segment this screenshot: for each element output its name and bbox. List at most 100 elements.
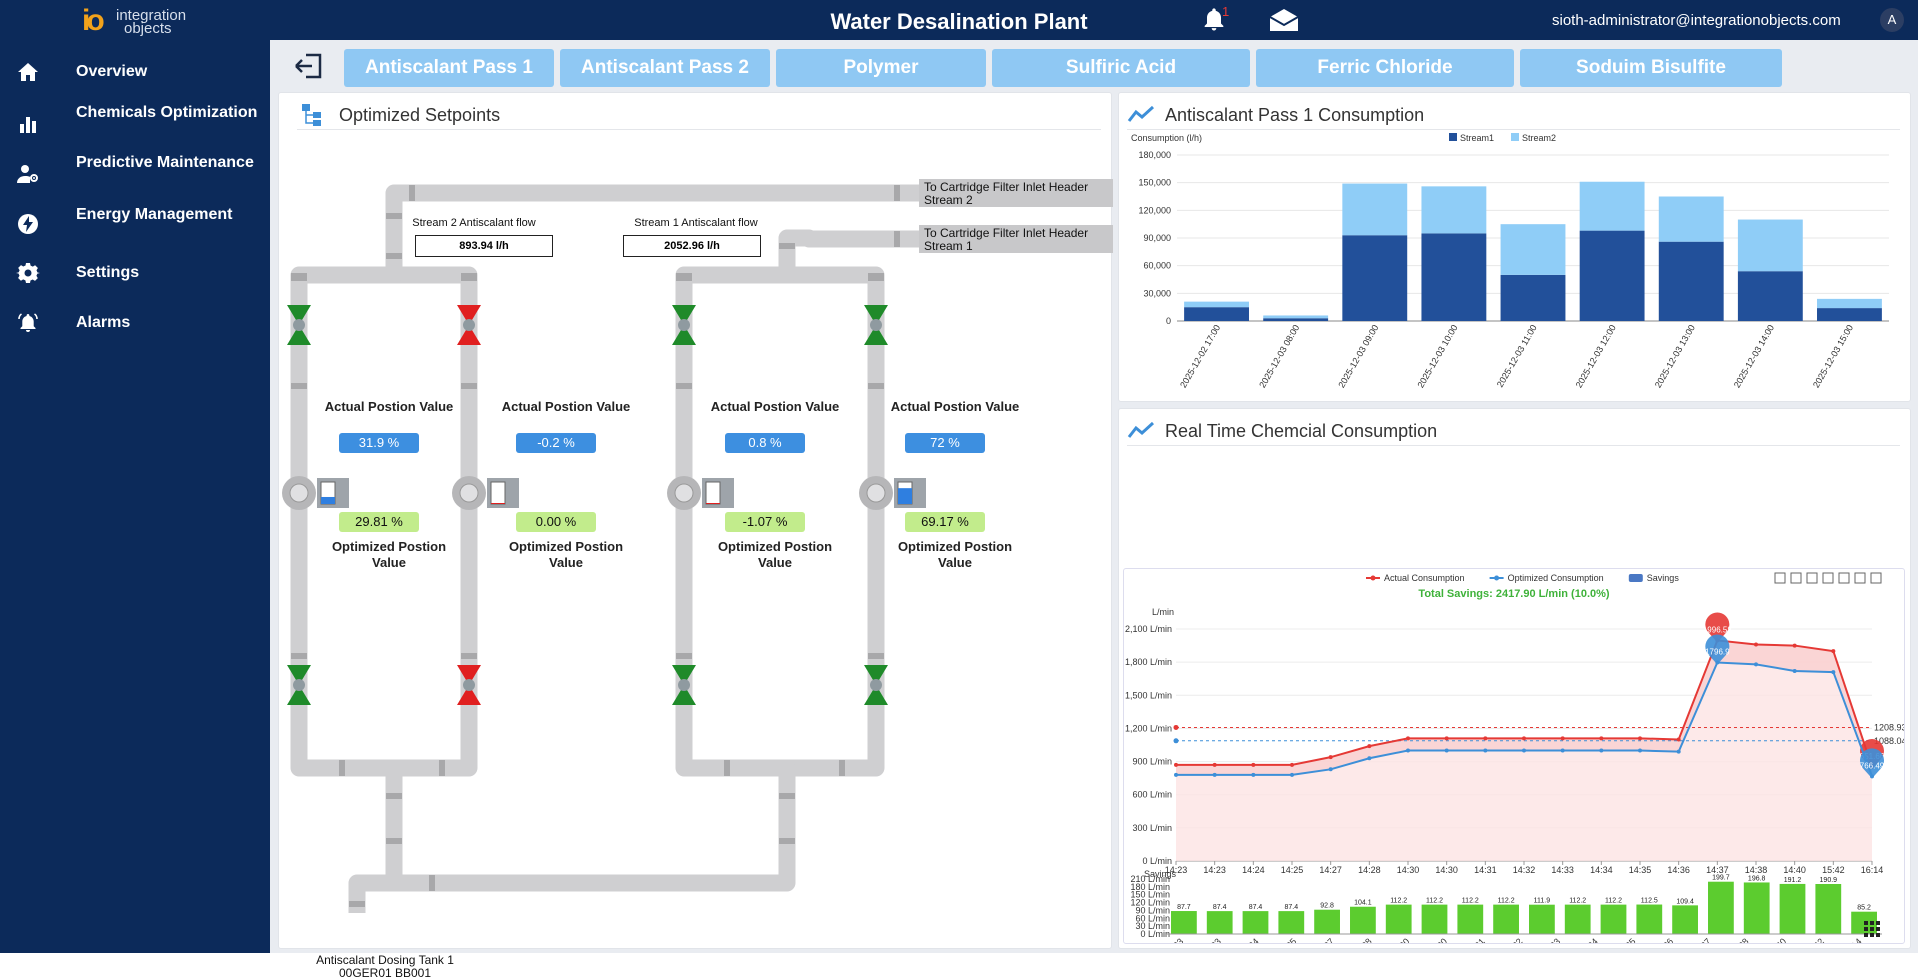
y-tick-label: 0 L/min <box>1142 856 1172 866</box>
savings-y-tick-label: 120 L/min <box>1130 898 1170 908</box>
integration-objects-logo[interactable]: io integration objects <box>78 6 198 37</box>
mail-icon[interactable] <box>1268 7 1300 33</box>
valve-stem <box>463 679 475 691</box>
savings-bar-label: 112.2 <box>1498 898 1515 905</box>
extreme-pin <box>1705 612 1730 643</box>
savings-bar <box>1708 881 1734 934</box>
valve-4-actual-position: 72 % <box>905 433 985 453</box>
bar-stream2 <box>1579 181 1645 231</box>
stream-1-flow-label: Stream 1 Antiscalant flow <box>634 217 758 229</box>
valve-stem <box>293 679 305 691</box>
sidebar-item-chemicals-optimization[interactable]: Chemicals Optimization <box>0 100 270 146</box>
notification-count: 1 <box>1222 4 1230 19</box>
savings-x-tick-label: 14:30 <box>1388 936 1411 943</box>
series-point <box>1522 736 1526 741</box>
savings-bar-label: 112.2 <box>1390 898 1407 905</box>
series-point <box>1367 756 1372 761</box>
savings-bar-label: 190.9 <box>1820 877 1838 884</box>
valve-body <box>457 325 481 345</box>
tab-polymer[interactable]: Polymer <box>776 49 986 87</box>
level-gauge-fill <box>491 503 505 504</box>
valve-body <box>457 685 481 705</box>
page-title: Water Desalination Plant <box>0 9 1918 35</box>
savings-bar <box>1350 906 1376 934</box>
stream-1-flow-value: 2052.96 l/h <box>623 235 761 257</box>
savings-bar <box>1314 909 1340 934</box>
data-view-icon[interactable] <box>1806 572 1818 584</box>
bar-stream1 <box>1658 241 1724 321</box>
divider <box>1127 445 1900 446</box>
legend-entry: Stream1 <box>1460 133 1494 143</box>
sidebar-item-energy-management[interactable]: Energy Management <box>0 202 270 248</box>
tab-antiscalant-pass-2[interactable]: Antiscalant Pass 2 <box>560 49 770 87</box>
valve-stem <box>870 679 882 691</box>
sidebar-item-settings[interactable]: Settings <box>0 251 270 297</box>
y-tick-label: 600 L/min <box>1132 790 1172 800</box>
series-point <box>1483 736 1488 741</box>
line-switch-icon[interactable] <box>1822 572 1834 584</box>
valve-body <box>864 305 888 325</box>
sidebar-item-overview[interactable]: Overview <box>0 50 270 96</box>
exit-arrow-icon[interactable] <box>292 52 324 80</box>
valve-1-optimized-position: 29.81 % <box>339 512 419 532</box>
tab-soduim-bisulfite[interactable]: Soduim Bisulfite <box>1520 49 1782 87</box>
valve-body <box>287 305 311 325</box>
series-point <box>1406 736 1410 741</box>
bar-stream1 <box>1421 233 1487 321</box>
sidebar-item-alarms[interactable]: Alarms <box>0 301 270 347</box>
tab-antiscalant-pass-1[interactable]: Antiscalant Pass 1 <box>344 49 554 87</box>
savings-bar-label: 85.2 <box>1857 905 1871 912</box>
y-tick-label: 60,000 <box>1143 261 1171 271</box>
level-gauge <box>490 481 506 505</box>
kpi-title: Inlet Pressure <box>1754 498 1868 517</box>
tab-sulfiric-acid[interactable]: Sulfiric Acid <box>992 49 1250 87</box>
zoom-icon[interactable] <box>1774 572 1786 584</box>
sidebar-item-predictive-maintenance[interactable]: Predictive Maintenance <box>0 150 270 196</box>
bar-stream1 <box>1500 274 1566 321</box>
savings-bar <box>1779 883 1806 934</box>
extreme-pin <box>1705 634 1730 665</box>
user-email[interactable]: sioth-administrator@integrationobjects.c… <box>1552 12 1841 29</box>
series-point <box>1483 748 1488 753</box>
zoom-back-icon[interactable] <box>1790 572 1802 584</box>
extreme-pin-label: 766.49 <box>1860 761 1885 770</box>
savings-x-tick-label: 14:34 <box>1577 936 1600 943</box>
savings-bar-label: 112.2 <box>1462 898 1479 905</box>
savings-bar <box>1564 904 1591 934</box>
x-tick-label: 2025-12-03 11:00 <box>1495 323 1539 389</box>
savings-x-tick-label: 14:32 <box>1501 936 1524 943</box>
valve-body <box>864 665 888 685</box>
apps-grid-icon[interactable] <box>1862 919 1882 939</box>
savings-x-tick-label: 14:30 <box>1426 936 1449 943</box>
valve-stem <box>678 679 690 691</box>
stream-2-flow-label: Stream 2 Antiscalant flow <box>412 217 536 229</box>
sidebar-item-label: Chemicals Optimization <box>76 104 258 121</box>
home-icon <box>18 63 38 81</box>
logo-text: integration objects <box>116 7 187 37</box>
series-point <box>1328 767 1333 772</box>
stream-1-loop <box>675 266 885 777</box>
feed-header-pipe <box>348 759 796 913</box>
savings-y-tick-label: 30 L/min <box>1135 921 1170 931</box>
savings-x-tick-label: 14:28 <box>1351 936 1374 943</box>
save-image-icon[interactable] <box>1870 572 1882 584</box>
realtime-line-chart: Actual Consumption Optimized Consumption S… <box>1125 572 1904 943</box>
savings-x-tick-label: 16:14 <box>1841 936 1864 943</box>
x-tick-label: 14:25 <box>1281 865 1304 875</box>
bar-stream1 <box>1737 271 1803 321</box>
valve-body <box>287 325 311 345</box>
x-tick-label: 14:40 <box>1783 865 1806 875</box>
y-tick-label: 1,800 L/min <box>1125 657 1172 667</box>
savings-bar <box>1600 904 1627 934</box>
restore-icon[interactable] <box>1854 572 1866 584</box>
tab-ferric-chloride[interactable]: Ferric Chloride <box>1256 49 1514 87</box>
bar-switch-icon[interactable] <box>1838 572 1850 584</box>
series-point <box>1367 744 1372 749</box>
stream-2-destination-label: To Cartridge Filter Inlet Header Stream … <box>924 180 1089 207</box>
valve-2-actual-position: -0.2 % <box>516 433 596 453</box>
notification-bell-icon[interactable] <box>1200 6 1228 34</box>
x-tick-label: 14:30 <box>1397 865 1420 875</box>
actuator-hub <box>866 483 886 503</box>
series-point <box>1560 736 1565 741</box>
avatar[interactable]: A <box>1880 8 1904 32</box>
